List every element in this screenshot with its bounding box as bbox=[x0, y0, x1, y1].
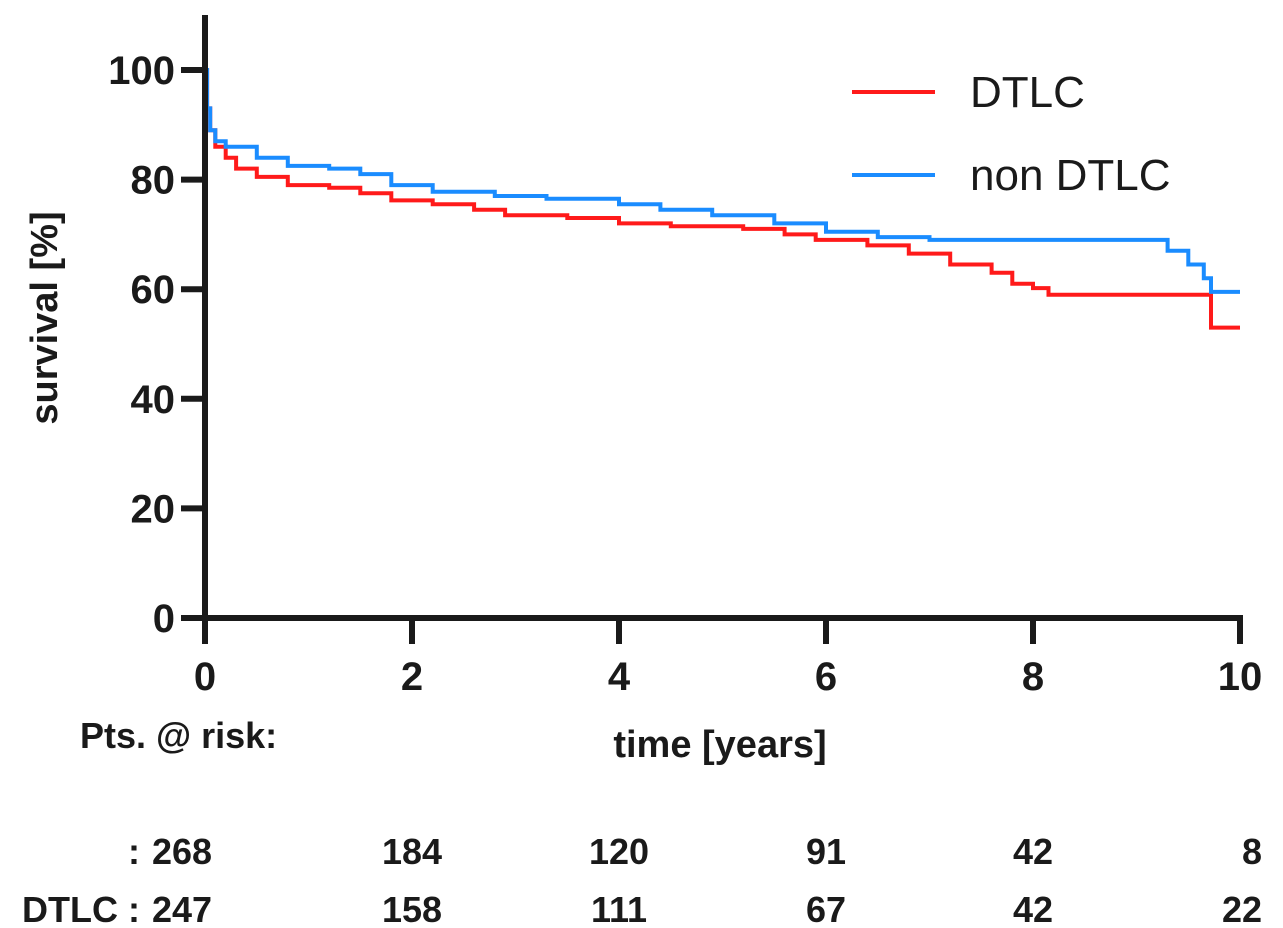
at-risk-value: 184 bbox=[382, 831, 442, 872]
x-tick-label: 4 bbox=[608, 655, 631, 699]
at-risk-row-label: : bbox=[128, 831, 140, 872]
legend-label: DTLC bbox=[970, 68, 1085, 117]
at-risk-value: 67 bbox=[806, 889, 846, 928]
y-tick-label: 20 bbox=[131, 487, 176, 531]
x-tick-label: 8 bbox=[1022, 655, 1044, 699]
at-risk-value: 42 bbox=[1013, 889, 1053, 928]
x-tick-label: 0 bbox=[194, 655, 216, 699]
legend: DTLC non DTLC bbox=[852, 68, 1171, 200]
x-axis-title: time [years] bbox=[613, 724, 826, 766]
at-risk-header: Pts. @ risk: bbox=[80, 715, 277, 756]
y-axis-title: survival [%] bbox=[24, 211, 66, 424]
y-tick-label: 60 bbox=[131, 268, 176, 312]
at-risk-row-label: DTLC : bbox=[22, 889, 140, 928]
plot-area bbox=[205, 68, 1240, 330]
y-tick-label: 80 bbox=[131, 159, 176, 203]
at-risk-value: 120 bbox=[589, 831, 649, 872]
at-risk-value: 247 bbox=[152, 889, 212, 928]
y-tick-label: 0 bbox=[153, 597, 175, 641]
legend-label: non DTLC bbox=[970, 151, 1171, 200]
x-tick-label: 10 bbox=[1218, 655, 1263, 699]
at-risk-value: 8 bbox=[1242, 831, 1262, 872]
at-risk-value: 91 bbox=[806, 831, 846, 872]
at-risk-value: 42 bbox=[1013, 831, 1053, 872]
x-tick-label: 2 bbox=[401, 655, 423, 699]
axes: 0 20 40 60 80 100 0 2 4 6 8 10 survival [%] time [yea… bbox=[24, 15, 1262, 766]
at-risk-value: 22 bbox=[1222, 889, 1262, 928]
x-tick-label: 6 bbox=[815, 655, 837, 699]
at-risk-value: 158 bbox=[382, 889, 442, 928]
series-line-dtlc bbox=[205, 68, 1240, 330]
at-risk-value: 111 bbox=[591, 889, 647, 928]
y-tick-label: 100 bbox=[108, 49, 175, 93]
y-tick-label: 40 bbox=[131, 378, 176, 422]
series-line-non-dtlc bbox=[205, 68, 1240, 294]
at-risk-value: 268 bbox=[152, 831, 212, 872]
